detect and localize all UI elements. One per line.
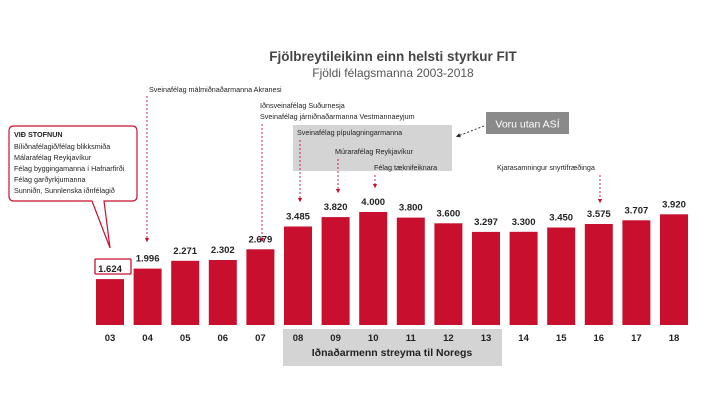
callout-label: Voru utan ASÍ bbox=[495, 118, 559, 131]
value-label-16: 3.575 bbox=[587, 209, 611, 220]
value-label-18: 3.920 bbox=[662, 199, 686, 210]
annotation-16: Kjarasamningur snyrtifræðinga bbox=[497, 163, 595, 172]
value-label-11: 3.800 bbox=[399, 203, 423, 214]
annotation-07-a: Iðnsveinafélag Suðurnesja bbox=[260, 101, 345, 110]
x-tick-10: 10 bbox=[368, 333, 379, 344]
bars-layer bbox=[96, 212, 688, 325]
annotation-09: Múrarafélag Reykjavíkur bbox=[335, 147, 414, 156]
founding-box bbox=[8, 125, 138, 249]
bar-16 bbox=[584, 224, 613, 325]
bar-08 bbox=[284, 226, 312, 325]
x-tick-12: 12 bbox=[443, 333, 454, 344]
bar-09 bbox=[321, 217, 350, 325]
value-label-09: 3.820 bbox=[324, 202, 348, 213]
x-tick-labels-layer: 03 04 05 06 07 08 09 10 11 12 13 14 15 16 17 18 bbox=[105, 333, 680, 344]
bar-18 bbox=[660, 214, 688, 325]
annotation-10: Félag tæknifeiknara bbox=[374, 163, 437, 172]
founding-heading: VIÐ STOFNUN bbox=[14, 130, 63, 139]
bar-11 bbox=[396, 217, 425, 325]
value-label-14: 3.300 bbox=[512, 217, 536, 228]
founding-item: Málarafélag Reykjavíkur bbox=[14, 153, 92, 162]
bar-15 bbox=[547, 227, 576, 325]
value-label-15: 3.450 bbox=[549, 213, 573, 224]
x-tick-03: 03 bbox=[105, 333, 116, 344]
x-tick-15: 15 bbox=[556, 333, 567, 344]
x-tick-18: 18 bbox=[669, 333, 680, 344]
annotation-07-b: Sveinafélag járniðnaðarmanna Vestmannaey… bbox=[260, 112, 415, 121]
x-tick-16: 16 bbox=[594, 333, 605, 344]
bar-05 bbox=[171, 260, 200, 325]
bar-03 bbox=[96, 279, 124, 325]
annotation-08: Sveinafélag pípulagningarmanna bbox=[297, 128, 402, 137]
x-tick-08: 08 bbox=[293, 333, 304, 344]
x-tick-05: 05 bbox=[180, 333, 191, 344]
value-label-06: 2.302 bbox=[211, 245, 235, 256]
x-tick-07: 07 bbox=[255, 333, 266, 344]
x-tick-04: 04 bbox=[142, 333, 153, 344]
bar-17 bbox=[622, 220, 651, 325]
x-tick-11: 11 bbox=[406, 333, 417, 344]
value-label-05: 2.271 bbox=[173, 246, 197, 257]
x-tick-14: 14 bbox=[518, 333, 529, 344]
norway-band-label: Iðnaðarmenn streyma til Noregs bbox=[312, 347, 473, 359]
founding-item: Sunniðn, Sunnlenska iðnfélagið bbox=[14, 186, 115, 195]
bar-07 bbox=[246, 249, 275, 325]
founding-item: Félag byggingamanna í Hafnarfirði bbox=[14, 164, 125, 173]
value-label-10: 4.000 bbox=[361, 197, 385, 208]
bar-13 bbox=[472, 231, 500, 325]
asi-shade-region bbox=[293, 125, 452, 171]
value-label-03: 1.624 bbox=[98, 264, 122, 275]
bar-12 bbox=[434, 223, 463, 325]
first-value-highlight bbox=[94, 258, 132, 275]
norway-shade-band bbox=[283, 329, 502, 366]
bar-14 bbox=[509, 231, 538, 325]
chart-title: Fjölbreytileikinn einn helsti styrkur FI… bbox=[269, 49, 517, 64]
bar-04 bbox=[133, 268, 162, 325]
value-label-17: 3.707 bbox=[625, 205, 649, 216]
x-tick-09: 09 bbox=[330, 333, 341, 344]
x-tick-06: 06 bbox=[218, 333, 229, 344]
bar-10 bbox=[359, 212, 388, 325]
callout-box bbox=[486, 112, 569, 134]
callout-arrow bbox=[455, 125, 485, 138]
value-label-07: 2.679 bbox=[249, 234, 273, 245]
chart-subtitle: Fjöldi félagsmanna 2003-2018 bbox=[312, 66, 474, 80]
x-tick-13: 13 bbox=[481, 333, 492, 344]
value-label-04: 1.996 bbox=[136, 254, 160, 265]
bar-06 bbox=[208, 260, 237, 325]
annotation-04: Sveinafélag málmiðnaðarmanna Akranesi bbox=[149, 85, 282, 94]
founding-item: Bíliðnafélagið/félag blikksmiða bbox=[14, 142, 110, 151]
value-label-12: 3.600 bbox=[437, 208, 461, 219]
value-labels-layer: 1.624 1.996 2.271 2.302 2.679 3.485 3.820 4.000… bbox=[98, 197, 686, 275]
value-label-08: 3.485 bbox=[286, 212, 310, 223]
x-tick-17: 17 bbox=[631, 333, 642, 344]
founding-item: Félag garðyrkjumanna bbox=[14, 175, 86, 184]
value-label-13: 3.297 bbox=[474, 217, 498, 228]
